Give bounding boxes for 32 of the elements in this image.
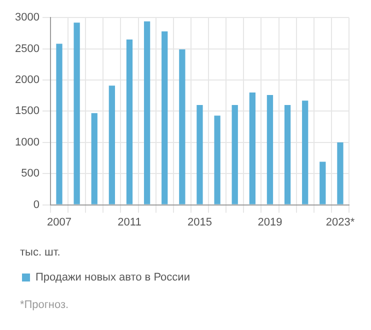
y-tick-label: 2000 [14, 74, 40, 86]
x-tick-label: 2015 [187, 216, 212, 228]
bar [126, 39, 133, 204]
x-tick-label: 2007 [47, 216, 72, 228]
text: *Прогноз. [20, 299, 70, 311]
x-tick-label: 2019 [258, 216, 282, 228]
bar [232, 104, 238, 204]
bar [162, 31, 168, 204]
bar [266, 94, 274, 204]
bar [179, 49, 186, 204]
bar [320, 162, 326, 204]
bar [74, 22, 80, 204]
legend-label: Продажи новых авто в России [36, 272, 190, 284]
y-tick-label: 0 [33, 198, 40, 211]
text: тыс. шт. [20, 246, 60, 259]
bar [337, 142, 344, 204]
bar [214, 116, 220, 204]
y-tick-label: 3000 [14, 12, 40, 24]
y-tick-label: 1500 [14, 105, 40, 118]
bar [144, 21, 150, 204]
bar [108, 86, 116, 204]
y-tick-label: 1000 [14, 136, 40, 148]
bar [91, 113, 98, 204]
y-tick-label: 2500 [14, 42, 40, 55]
bar [302, 100, 308, 204]
bar [56, 44, 62, 204]
bar [249, 92, 256, 204]
bar [196, 104, 203, 204]
bar [284, 104, 291, 204]
x-tick-label: 2011 [118, 216, 142, 228]
y-tick-label: 500 [21, 168, 40, 180]
x-tick-label: 2023* [326, 216, 356, 228]
